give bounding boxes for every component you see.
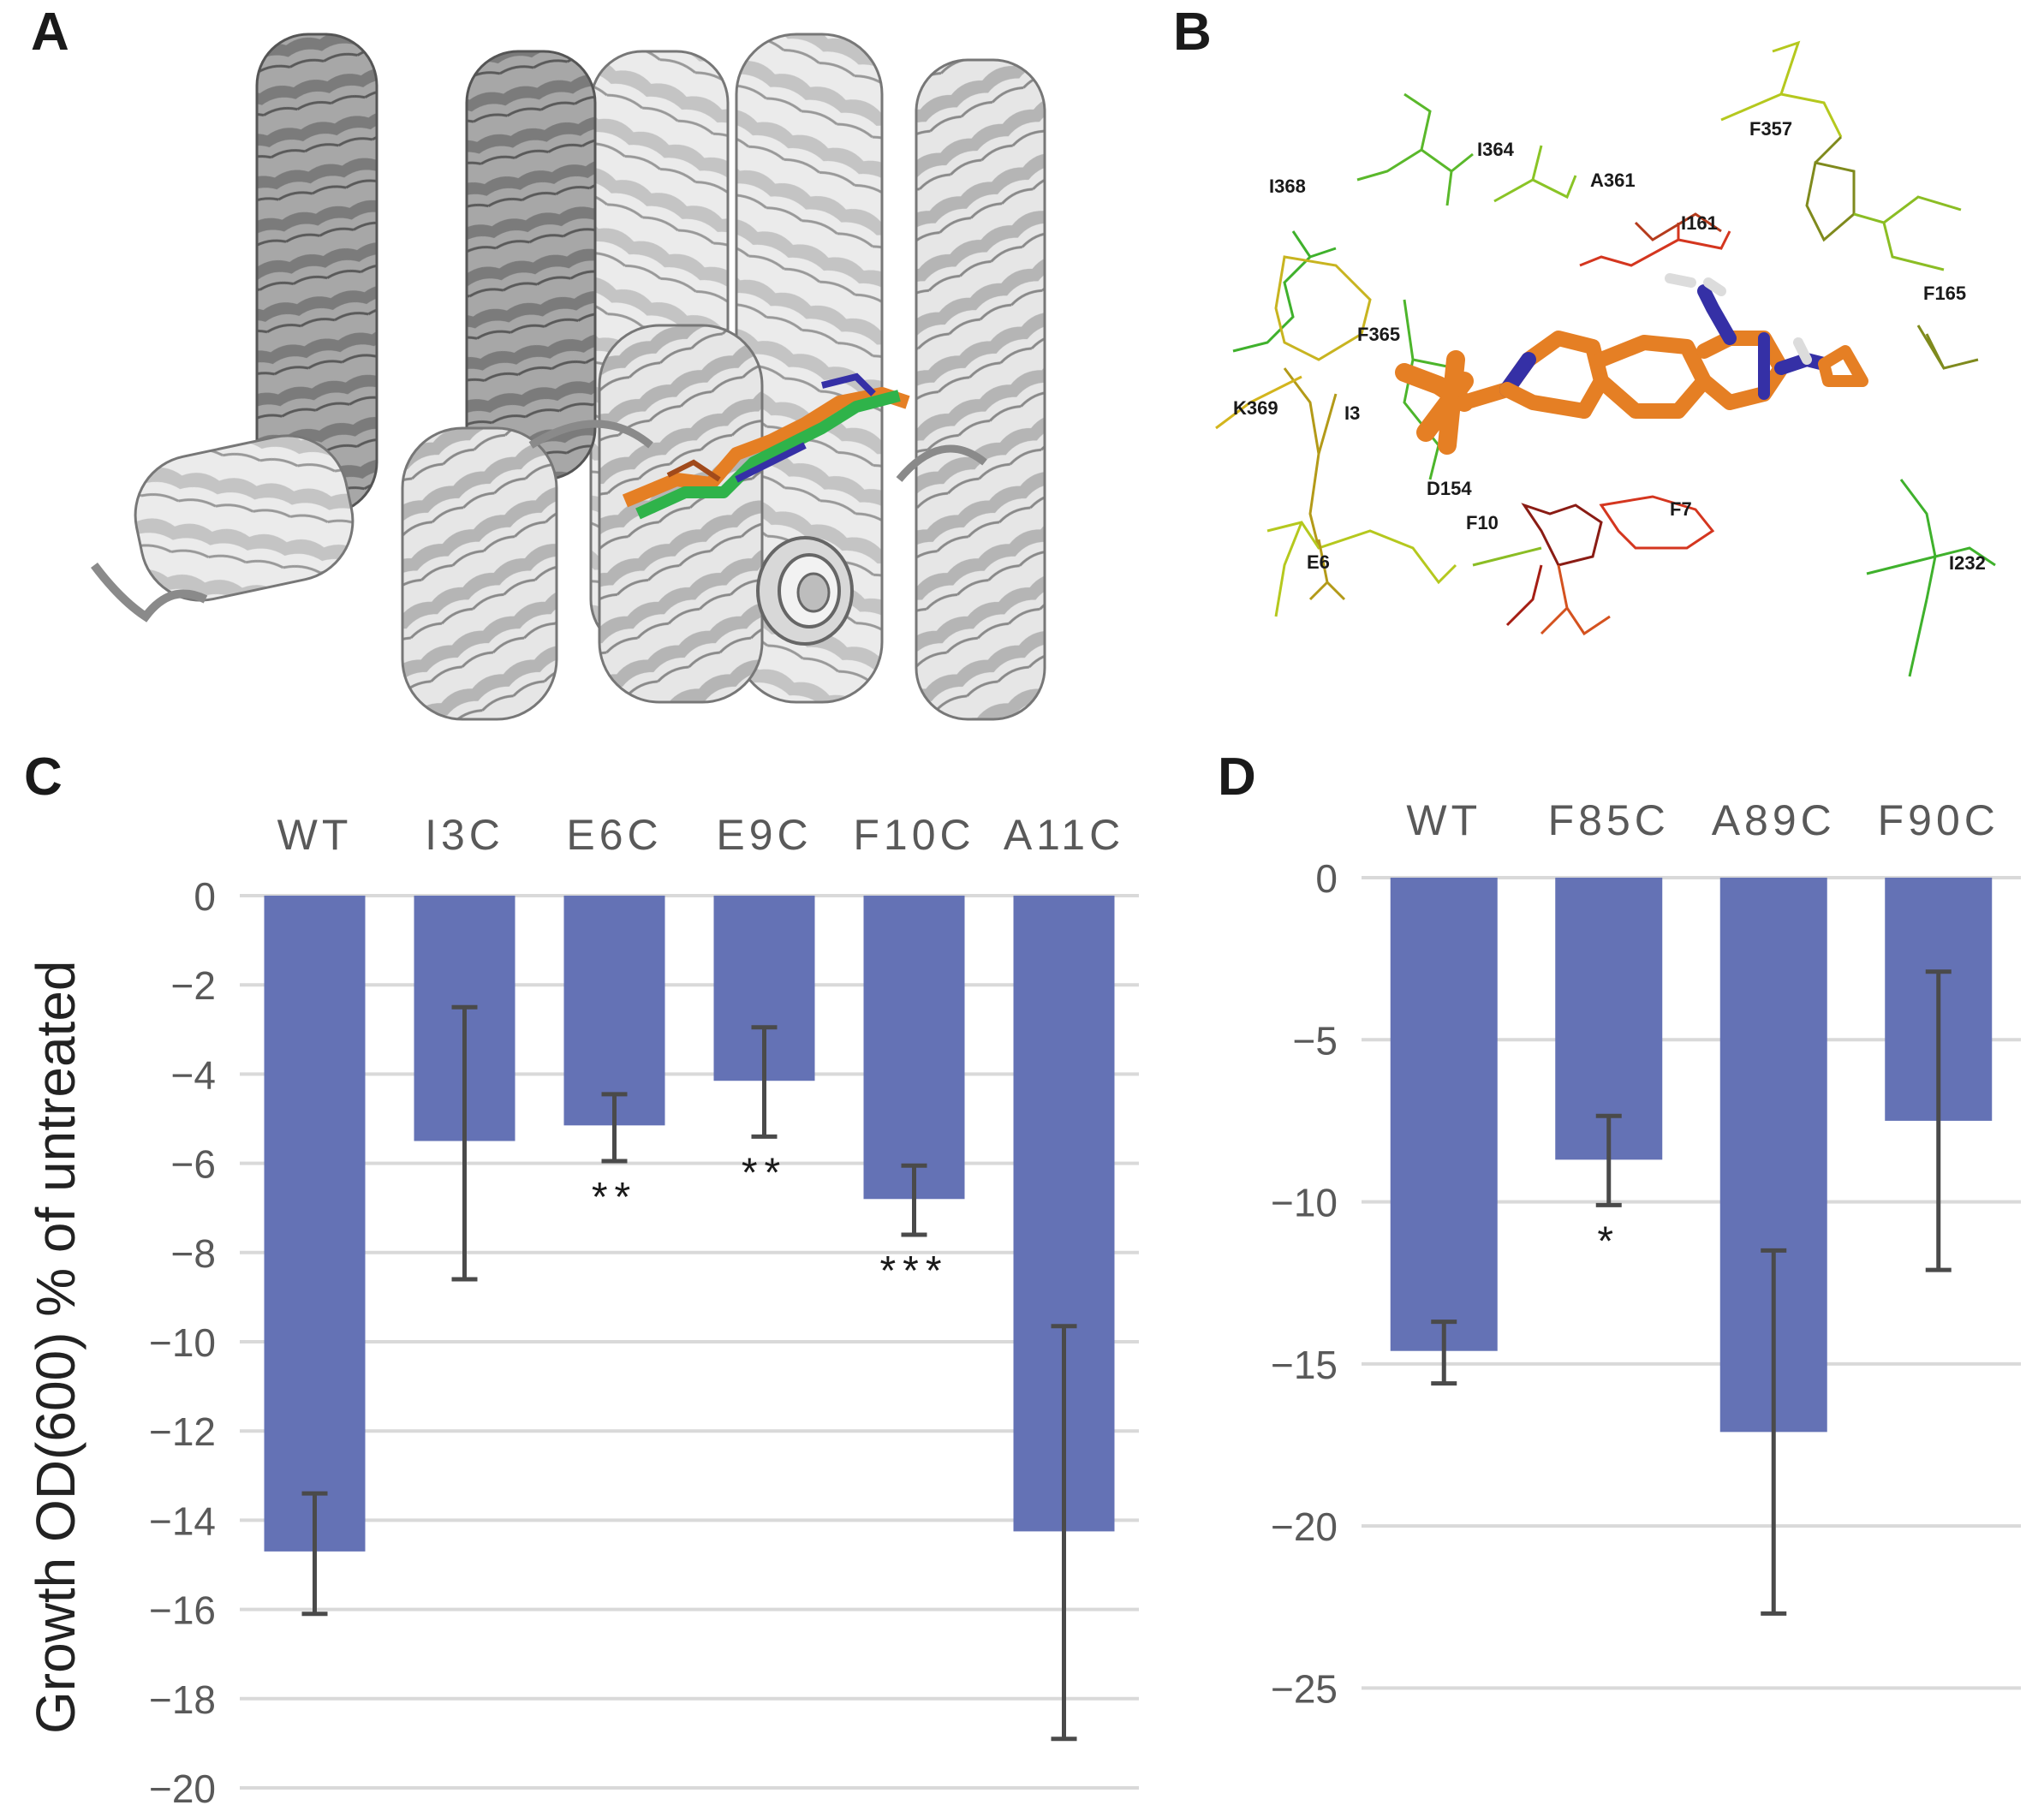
ligand-sticks <box>1395 273 1868 455</box>
category-label: F85C <box>1548 796 1670 844</box>
ligand-overlay <box>622 372 910 520</box>
residue-label: F365 <box>1357 324 1400 345</box>
residue-label: D154 <box>1427 478 1472 499</box>
category-label: F90C <box>1878 796 1999 844</box>
panel-letter-a: A <box>31 3 69 62</box>
significance-marker: * <box>1597 1218 1620 1264</box>
category-label: E9C <box>716 811 812 859</box>
chart-c: 0 −2 −4 −6 −8 −10 −12 −14 −16 −18 −20 WT I3C E6C ** E9C… <box>149 811 1139 1811</box>
bar <box>563 896 665 1126</box>
category-label: A89C <box>1712 796 1836 844</box>
residue-label: A361 <box>1590 170 1636 191</box>
residue-label: F7 <box>1670 498 1692 520</box>
y-tick-label: −10 <box>1271 1181 1338 1225</box>
residue-label: I368 <box>1269 176 1306 197</box>
panel-a-structure <box>86 26 1046 728</box>
bar <box>1390 878 1498 1351</box>
panel-letter-d: D <box>1218 748 1256 807</box>
residue-label: F10 <box>1466 512 1499 533</box>
residue-label: K369 <box>1233 397 1278 419</box>
category-label: A11C <box>1004 811 1124 859</box>
significance-marker: ** <box>742 1150 787 1195</box>
end-on-helix <box>756 536 854 646</box>
y-tick-label: −15 <box>1271 1343 1338 1387</box>
y-tick-label: −8 <box>171 1231 216 1276</box>
y-tick-label: −10 <box>149 1320 216 1365</box>
y-tick-label: −6 <box>171 1142 216 1187</box>
panel-letter-c: C <box>24 748 63 807</box>
y-tick-label: −5 <box>1293 1018 1338 1063</box>
significance-marker: *** <box>879 1248 948 1294</box>
bar <box>1555 878 1663 1160</box>
residue-label: I364 <box>1477 139 1515 160</box>
y-tick-label: −16 <box>149 1588 216 1633</box>
y-tick-label: 0 <box>194 874 216 919</box>
y-tick-label: 0 <box>1315 856 1338 901</box>
bar <box>863 896 965 1200</box>
category-label: WT <box>1406 796 1481 844</box>
residue-label: F165 <box>1923 283 1966 304</box>
y-tick-label: −14 <box>149 1498 216 1543</box>
y-tick-label: −2 <box>171 963 216 1008</box>
residue-label: I3 <box>1344 402 1360 424</box>
category-label: F10C <box>853 811 974 859</box>
y-tick-label: −25 <box>1271 1666 1338 1711</box>
category-label: I3C <box>425 811 504 859</box>
y-tick-label: −18 <box>149 1677 216 1722</box>
significance-marker: ** <box>592 1175 637 1220</box>
panel-b-binding-site: I364 I368 A361 F357 I161 F165 F365 K369 … <box>1215 40 1996 677</box>
residue-label: I161 <box>1681 212 1718 234</box>
bar <box>264 896 366 1552</box>
residue-label: I232 <box>1949 552 1986 574</box>
y-tick-label: −20 <box>149 1766 216 1811</box>
residue-label: E6 <box>1307 551 1330 573</box>
category-label: E6C <box>566 811 662 859</box>
panel-letter-b: B <box>1173 3 1212 62</box>
y-tick-label: −4 <box>171 1052 216 1097</box>
y-tick-label: −20 <box>1271 1504 1338 1549</box>
y-tick-label: −12 <box>149 1409 216 1454</box>
category-label: WT <box>277 811 353 859</box>
residue-sticks <box>1215 40 1996 677</box>
residue-label: F357 <box>1749 118 1792 140</box>
chart-d: 0 −5 −10 −15 −20 −25 WT F85C * A89C F90C <box>1271 796 2021 1711</box>
